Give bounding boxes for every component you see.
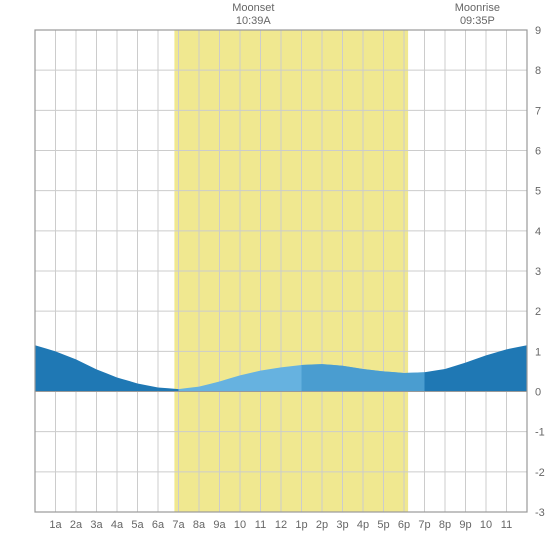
- moonset-time: 10:39A: [223, 15, 283, 28]
- y-tick-label: 4: [535, 226, 541, 238]
- moonset-title: Moonset: [223, 2, 283, 15]
- x-tick-label: 9p: [459, 519, 471, 531]
- x-tick-label: 2a: [70, 519, 83, 531]
- x-tick-label: 7p: [418, 519, 430, 531]
- x-tick-label: 8p: [439, 519, 451, 531]
- y-tick-label: 7: [535, 105, 541, 117]
- y-tick-label: 6: [535, 146, 541, 158]
- x-tick-label: 6a: [152, 519, 165, 531]
- x-tick-label: 10: [480, 519, 492, 531]
- y-tick-label: 1: [535, 346, 541, 358]
- x-tick-label: 3a: [90, 519, 103, 531]
- moonrise-label: Moonrise 09:35P: [447, 2, 507, 28]
- x-tick-label: 6p: [398, 519, 410, 531]
- x-tick-label: 7a: [172, 519, 185, 531]
- x-tick-label: 3p: [336, 519, 348, 531]
- moonrise-time: 09:35P: [447, 15, 507, 28]
- y-tick-label: -3: [535, 507, 545, 519]
- x-tick-label: 1a: [49, 519, 62, 531]
- y-tick-label: 2: [535, 306, 541, 318]
- tide-chart: -3-2-101234567891a2a3a4a5a6a7a8a9a101112…: [0, 0, 550, 550]
- x-tick-label: 1p: [295, 519, 307, 531]
- y-tick-label: -2: [535, 467, 545, 479]
- y-tick-label: -1: [535, 427, 545, 439]
- moonrise-title: Moonrise: [447, 2, 507, 15]
- x-tick-label: 4p: [357, 519, 369, 531]
- chart-svg: -3-2-101234567891a2a3a4a5a6a7a8a9a101112…: [0, 0, 550, 550]
- x-tick-label: 8a: [193, 519, 206, 531]
- moonset-label: Moonset 10:39A: [223, 2, 283, 28]
- x-tick-label: 11: [501, 519, 512, 531]
- x-tick-label: 2p: [316, 519, 328, 531]
- x-tick-label: 5p: [377, 519, 389, 531]
- y-tick-label: 5: [535, 186, 541, 198]
- y-tick-label: 8: [535, 65, 541, 77]
- x-tick-label: 11: [255, 519, 266, 531]
- x-tick-label: 12: [275, 519, 287, 531]
- x-tick-label: 9a: [213, 519, 226, 531]
- x-tick-label: 5a: [131, 519, 144, 531]
- y-tick-label: 3: [535, 266, 541, 278]
- y-tick-label: 0: [535, 387, 541, 399]
- y-tick-label: 9: [535, 25, 541, 37]
- x-tick-label: 4a: [111, 519, 124, 531]
- x-tick-label: 10: [234, 519, 246, 531]
